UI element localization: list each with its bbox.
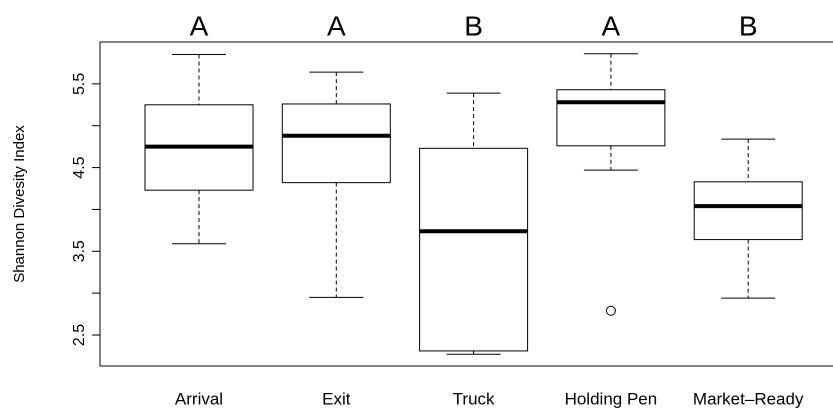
y-tick-label: 4.5	[71, 156, 88, 178]
x-tick-label: Truck	[453, 389, 495, 408]
y-axis-title: Shannon Divesity Index	[11, 125, 28, 283]
group-label: B	[739, 10, 758, 41]
x-tick-label: Exit	[322, 389, 351, 408]
group-label: B	[464, 10, 483, 41]
box	[281, 103, 391, 184]
y-tick-label: 2.5	[71, 324, 88, 346]
group-label: A	[190, 10, 209, 41]
y-tick-label: 5.5	[71, 73, 88, 95]
x-tick-label: Arrival	[175, 389, 223, 408]
x-tick-label: Market–Ready	[693, 389, 804, 408]
group-label: A	[327, 10, 346, 41]
x-tick-label: Holding Pen	[565, 389, 658, 408]
box	[419, 147, 529, 352]
group-label: A	[602, 10, 621, 41]
box	[556, 89, 666, 147]
box	[693, 181, 803, 241]
plot-frame	[99, 41, 833, 367]
outlier	[605, 305, 616, 316]
y-tick-label: 3.5	[71, 240, 88, 262]
